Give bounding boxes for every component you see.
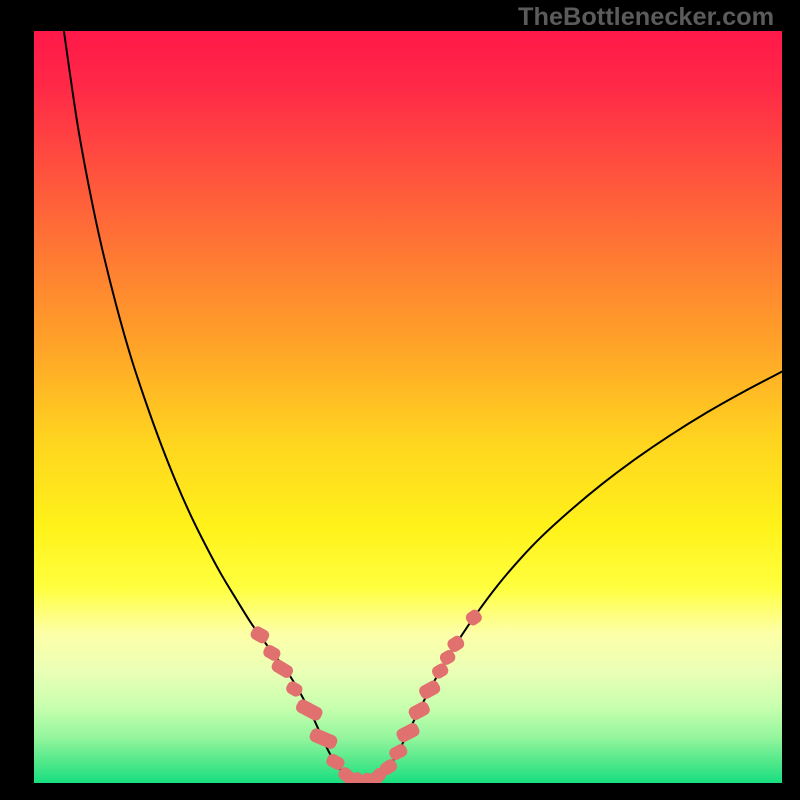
gradient-background <box>34 31 782 783</box>
chart-svg <box>34 31 782 783</box>
frame-border-left <box>0 0 34 800</box>
plot-area <box>34 31 782 783</box>
frame-border-right <box>782 0 800 800</box>
watermark-text: TheBottlenecker.com <box>518 3 774 32</box>
frame-border-bottom <box>0 783 800 800</box>
